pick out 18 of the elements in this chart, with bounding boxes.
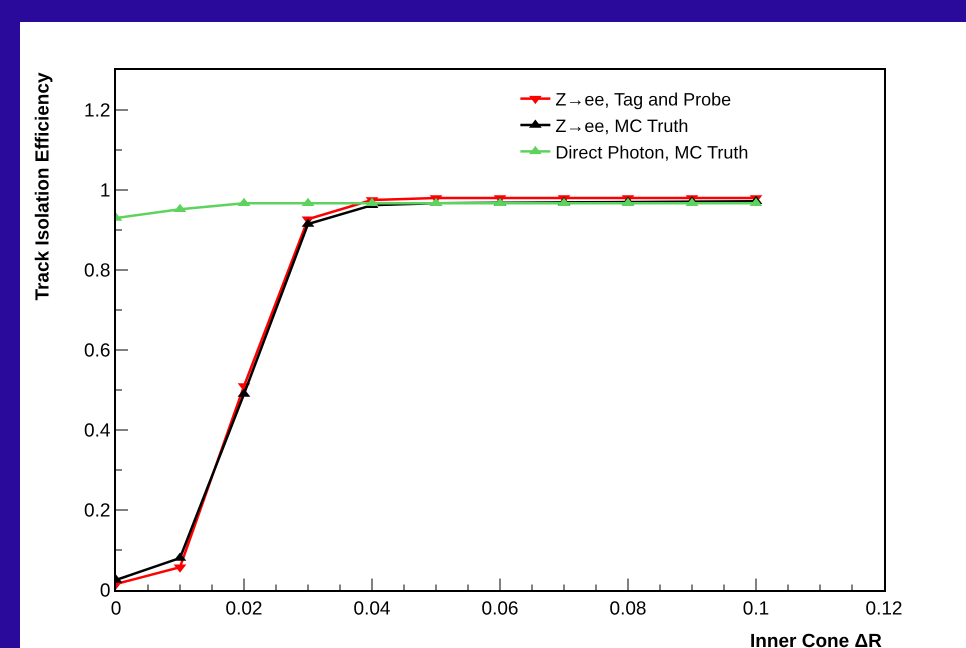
- x-tick-label: 0.06: [482, 598, 518, 620]
- x-tick-label: 0.1: [742, 598, 770, 620]
- legend-label: Direct Photon, MC Truth: [555, 142, 748, 162]
- legend-label: Z→ee, Tag and Probe: [555, 90, 732, 110]
- y-tick-label: 0.2: [84, 500, 110, 522]
- legend-label: Z→ee, MC Truth: [555, 116, 688, 136]
- x-tick-label: 0.08: [610, 598, 646, 620]
- x-axis-title: Inner Cone ΔR: [750, 631, 882, 648]
- y-tick-label: 0.4: [84, 420, 111, 442]
- x-tick-label: 0.12: [866, 598, 902, 620]
- y-tick-label: 1.2: [84, 100, 110, 122]
- y-axis-title: Track Isolation Efficiency: [32, 72, 54, 301]
- y-tick-label: 0: [100, 580, 110, 602]
- x-tick-label: 0.02: [226, 598, 262, 620]
- y-tick-label: 1: [100, 180, 110, 202]
- x-tick-label: 0.04: [354, 598, 391, 620]
- y-tick-label: 0.6: [84, 340, 110, 362]
- y-tick-label: 0.8: [84, 260, 110, 282]
